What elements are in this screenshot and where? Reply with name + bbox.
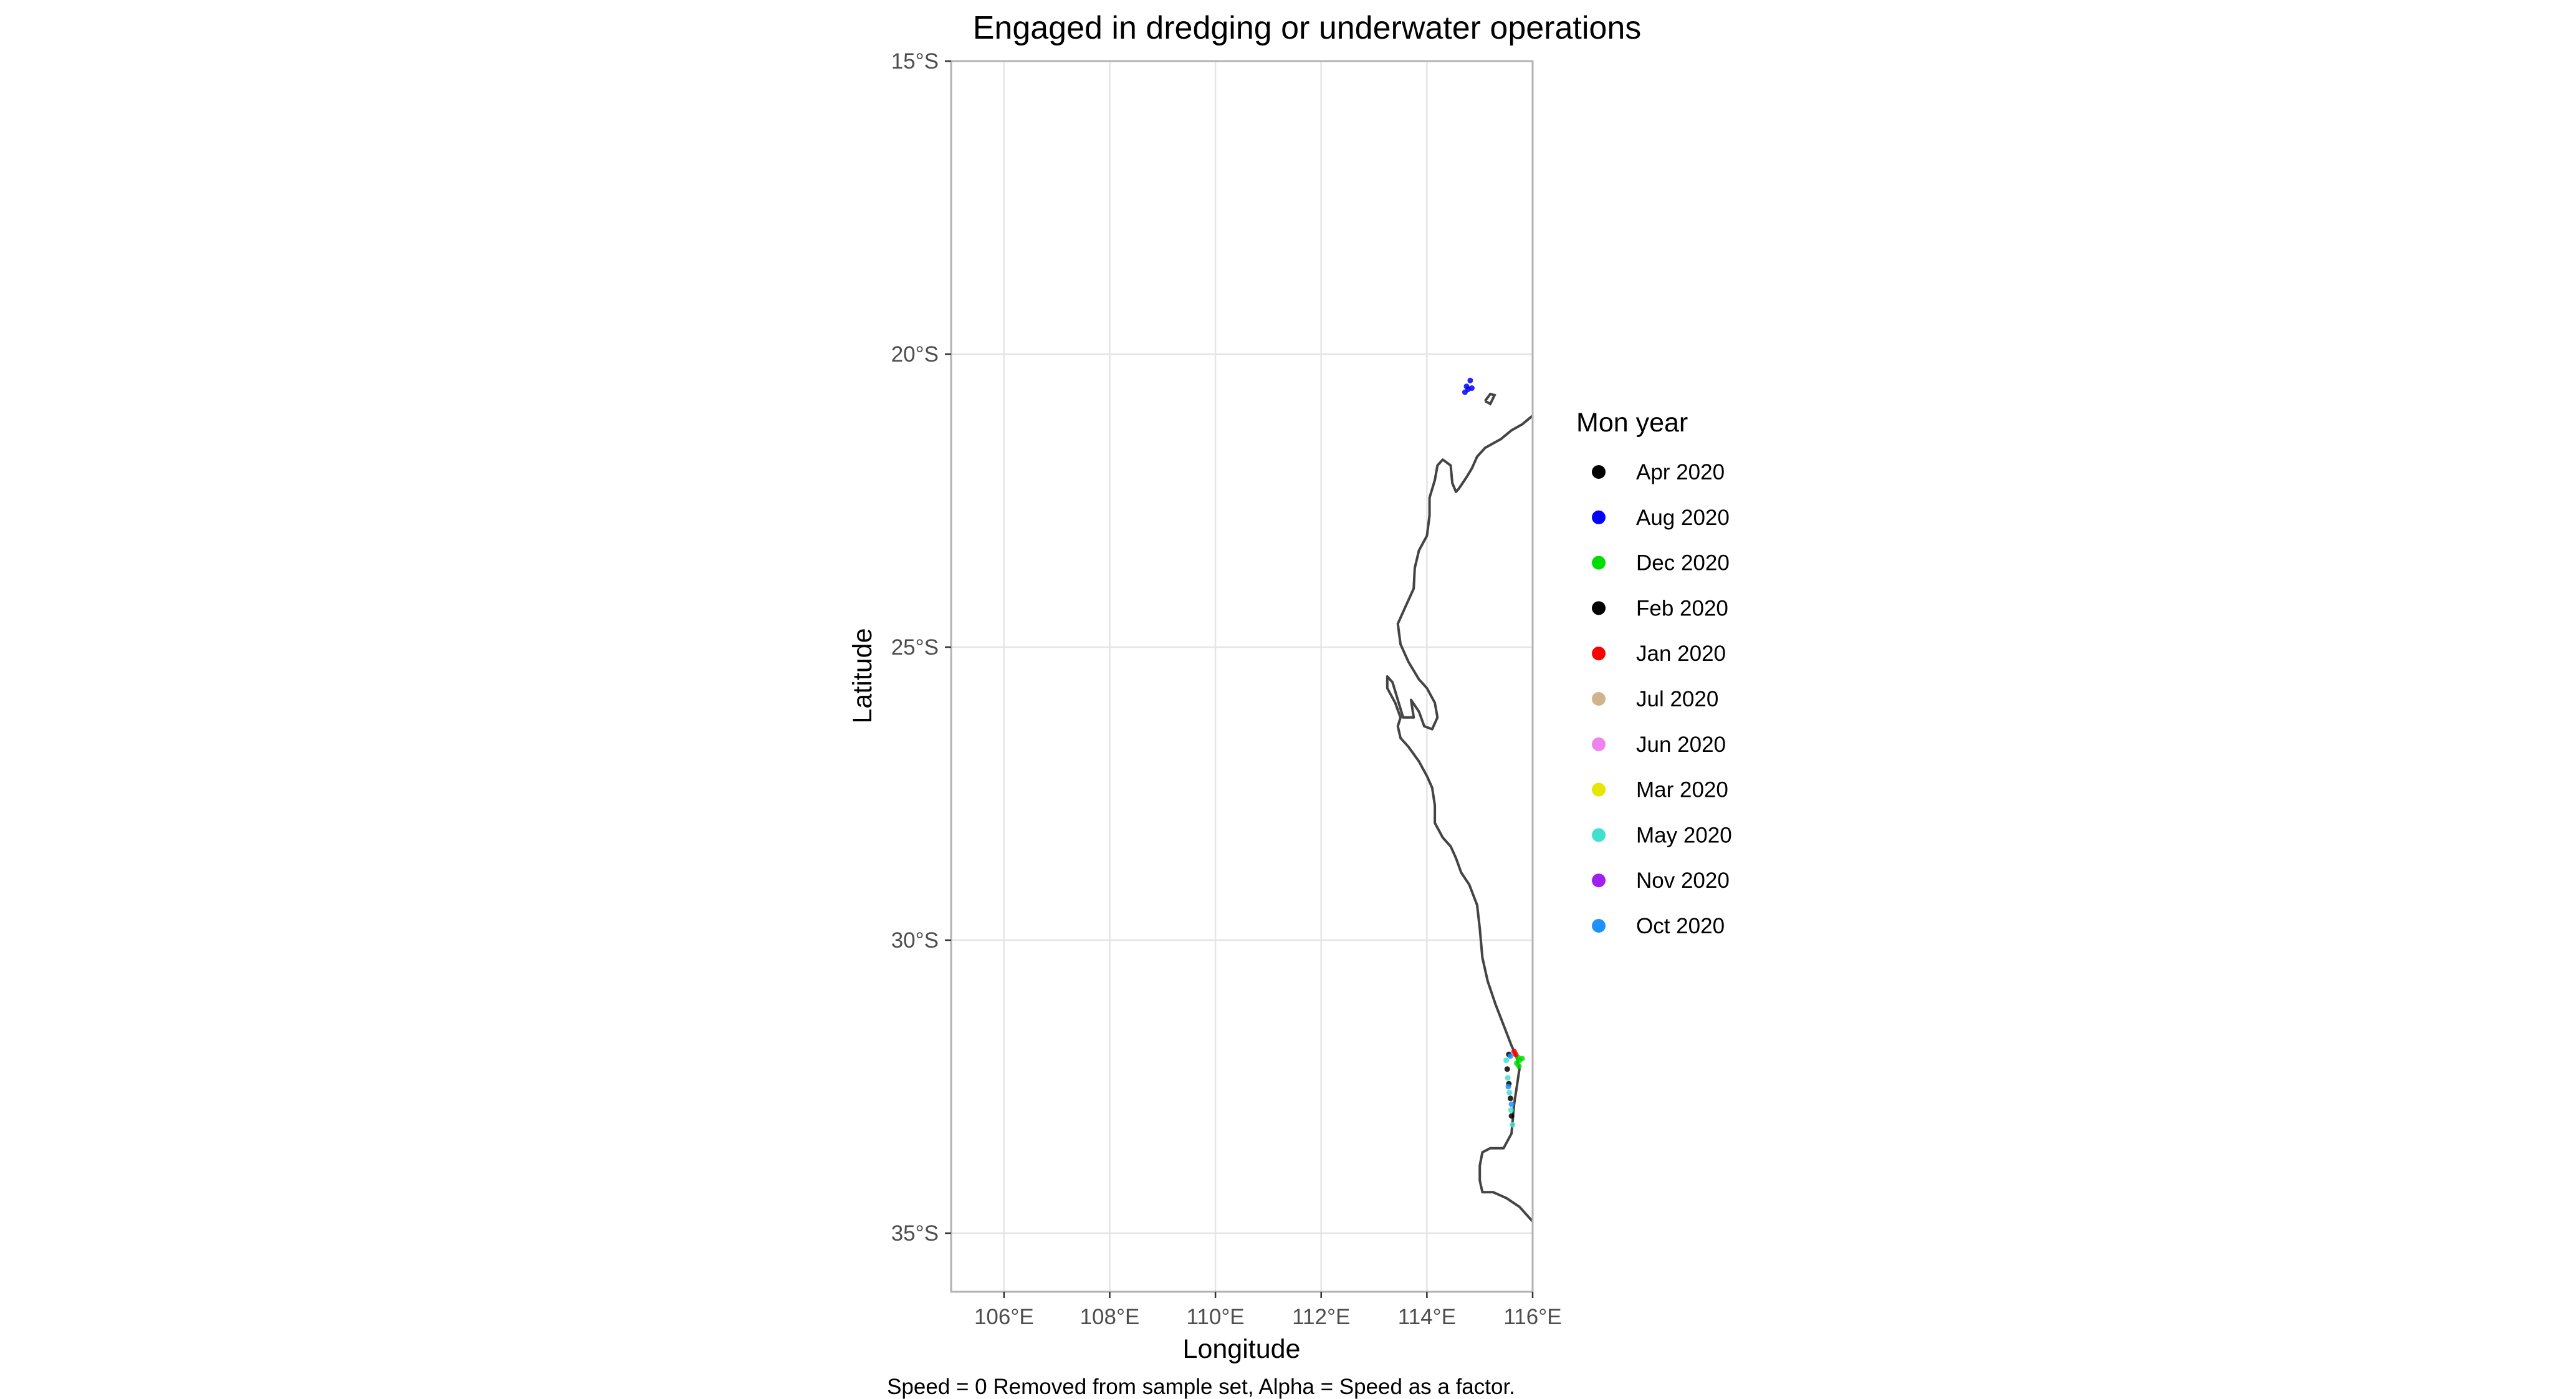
legend-key bbox=[1592, 828, 1606, 842]
legend-key bbox=[1592, 510, 1606, 524]
legend-label: Nov 2020 bbox=[1636, 868, 1730, 893]
data-point bbox=[1468, 385, 1475, 392]
legend-label: Jun 2020 bbox=[1636, 733, 1726, 757]
legend-label: Jan 2020 bbox=[1636, 642, 1726, 666]
legend-label: Dec 2020 bbox=[1636, 551, 1730, 575]
data-point bbox=[1507, 1095, 1513, 1102]
legend-key bbox=[1592, 919, 1606, 933]
coastline bbox=[1386, 392, 1534, 1223]
y-tick-label: 30°S bbox=[891, 928, 939, 953]
data-point bbox=[1519, 1055, 1525, 1062]
legend-key bbox=[1592, 601, 1606, 615]
legend-key bbox=[1592, 555, 1606, 570]
y-axis-label: Latitude bbox=[848, 628, 878, 723]
data-point bbox=[1516, 1063, 1522, 1069]
y-tick-label: 15°S bbox=[891, 49, 939, 74]
plot-panel-border bbox=[950, 60, 1534, 1293]
legend-label: Feb 2020 bbox=[1636, 596, 1728, 620]
legend-items: Apr 2020 Aug 2020 Dec 2020 Feb 2020 Jan 2020… bbox=[1592, 460, 1732, 938]
y-tick-label: 20°S bbox=[891, 342, 939, 367]
data-point bbox=[1507, 1053, 1513, 1059]
x-tick-label: 106°E bbox=[974, 1305, 1034, 1329]
legend-key bbox=[1592, 737, 1606, 751]
legend: Mon year Apr 2020 Aug 2020 Dec 2020 Feb 202… bbox=[1576, 408, 1732, 938]
data-point bbox=[1513, 1051, 1519, 1057]
y-tick-label: 25°S bbox=[891, 635, 939, 660]
x-tick-label: 112°E bbox=[1292, 1305, 1350, 1329]
data-point bbox=[1508, 1107, 1514, 1113]
x-axis-label: Longitude bbox=[1183, 1334, 1301, 1364]
legend-label: Mar 2020 bbox=[1636, 778, 1728, 802]
x-axis-ticks: 106°E 108°E 110°E 112°E 114°E 116°E bbox=[974, 1292, 1562, 1329]
legend-label: Jul 2020 bbox=[1636, 687, 1718, 711]
data-point bbox=[1508, 1101, 1515, 1107]
data-point bbox=[1504, 1066, 1510, 1072]
legend-key bbox=[1592, 647, 1606, 661]
chart-caption: Speed = 0 Removed from sample set, Alpha… bbox=[887, 1375, 1515, 1399]
x-tick-label: 114°E bbox=[1398, 1305, 1456, 1329]
data-point bbox=[1467, 377, 1473, 383]
data-point bbox=[1508, 1113, 1515, 1119]
data-point bbox=[1510, 1122, 1516, 1128]
legend-label: Oct 2020 bbox=[1636, 914, 1725, 938]
grid-lines bbox=[951, 60, 1534, 1292]
legend-label: May 2020 bbox=[1636, 823, 1732, 847]
legend-key bbox=[1592, 465, 1606, 479]
data-point bbox=[1462, 389, 1468, 395]
legend-label: Aug 2020 bbox=[1636, 506, 1730, 530]
y-tick-label: 35°S bbox=[891, 1221, 939, 1246]
data-point bbox=[1505, 1075, 1511, 1081]
data-point bbox=[1506, 1089, 1513, 1095]
legend-title: Mon year bbox=[1576, 408, 1688, 438]
chart-title: Engaged in dredging or underwater operat… bbox=[973, 10, 1642, 46]
legend-key bbox=[1592, 692, 1606, 706]
x-tick-label: 108°E bbox=[1080, 1305, 1140, 1329]
data-point bbox=[1505, 1084, 1511, 1090]
x-tick-label: 116°E bbox=[1503, 1305, 1561, 1329]
data-points bbox=[1462, 377, 1525, 1128]
data-point bbox=[1503, 1057, 1510, 1064]
legend-key bbox=[1592, 782, 1606, 797]
y-axis-ticks: 15°S 20°S 25°S 30°S 35°S bbox=[891, 49, 951, 1246]
x-tick-label: 110°E bbox=[1187, 1305, 1245, 1329]
coastline-island bbox=[1484, 392, 1496, 406]
legend-label: Apr 2020 bbox=[1636, 460, 1725, 484]
coastline-mainland bbox=[1386, 415, 1534, 1223]
legend-key bbox=[1592, 873, 1606, 888]
